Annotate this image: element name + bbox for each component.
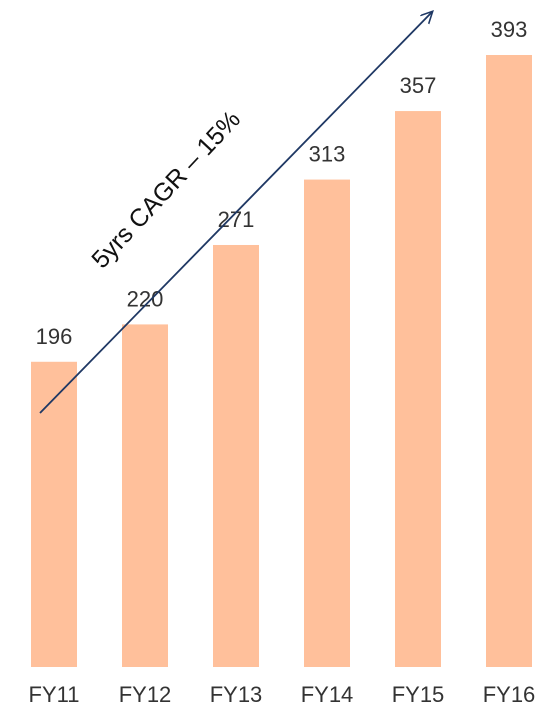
x-tick-label-fy15: FY15: [392, 682, 445, 707]
bars-group: [31, 55, 532, 668]
bar-fy11: [31, 361, 77, 667]
value-label-fy11: 196: [36, 324, 73, 349]
value-label-fy13: 271: [218, 207, 255, 232]
value-label-fy14: 313: [309, 142, 346, 167]
x-tick-label-fy16: FY16: [483, 682, 536, 707]
x-tick-label-fy12: FY12: [119, 682, 172, 707]
bar-fy13: [213, 244, 259, 667]
growth-arrow: [39, 12, 432, 414]
x-axis-labels-group: FY11 FY12 FY13 FY14 FY15 FY16: [29, 682, 536, 707]
x-tick-label-fy11: FY11: [29, 682, 80, 707]
value-label-fy16: 393: [491, 17, 528, 42]
bar-fy14: [304, 179, 350, 668]
value-labels-group: 196 220 271 313 357 393: [36, 17, 528, 349]
bar-fy15: [395, 111, 441, 668]
bar-fy16: [486, 55, 532, 667]
x-tick-label-fy13: FY13: [210, 682, 263, 707]
bar-fy12: [122, 324, 168, 667]
x-tick-label-fy14: FY14: [301, 682, 354, 707]
value-label-fy15: 357: [400, 73, 437, 98]
value-label-fy12: 220: [127, 286, 164, 311]
